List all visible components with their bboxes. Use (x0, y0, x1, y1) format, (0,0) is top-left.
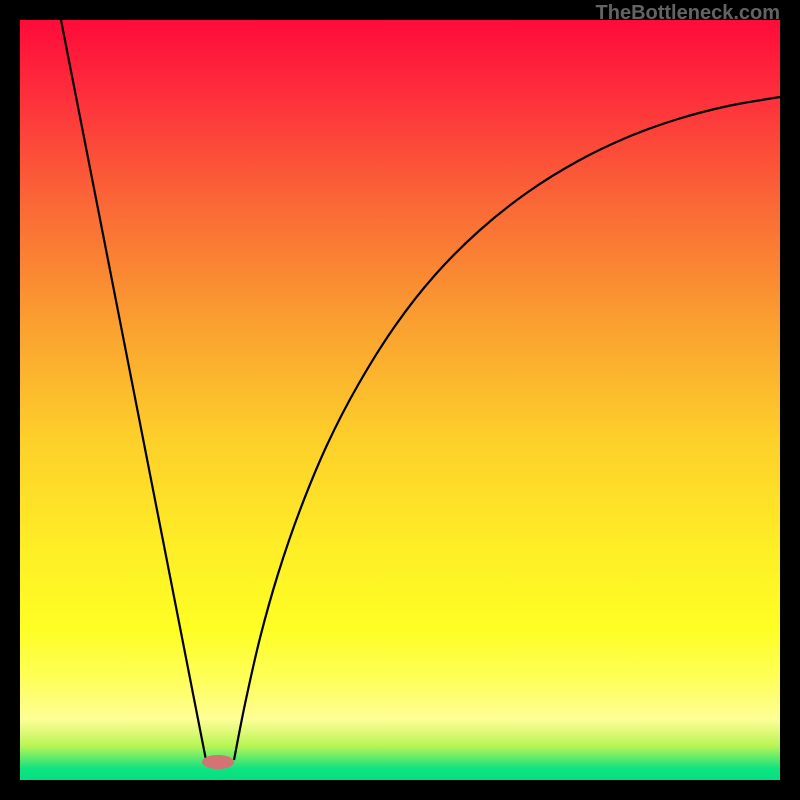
valley-marker (202, 755, 234, 769)
plot-area (20, 20, 780, 780)
chart-container: TheBottleneck.com (0, 0, 800, 800)
watermark-text: TheBottleneck.com (596, 2, 780, 25)
chart-svg (20, 20, 780, 780)
gradient-background (20, 20, 780, 780)
